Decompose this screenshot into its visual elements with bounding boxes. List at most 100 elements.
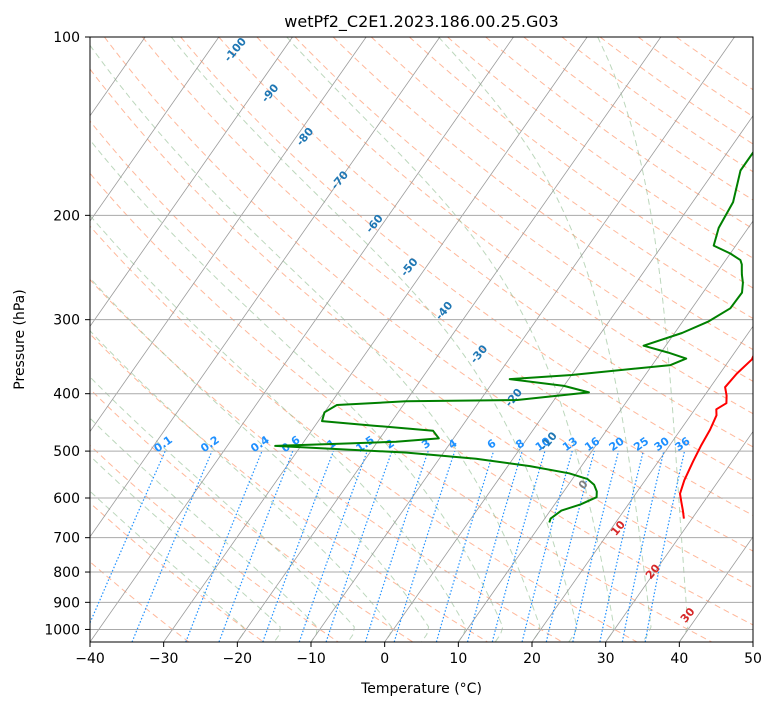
dry-adiabat-line	[90, 225, 638, 642]
dewpoint-profile-line	[274, 150, 753, 523]
y-tick-label: 500	[53, 444, 80, 460]
series-layer	[274, 150, 753, 523]
dry-adiabat-label: -40	[433, 299, 456, 323]
moist-adiabat-line	[90, 376, 355, 642]
mixing-ratio-line	[90, 450, 166, 625]
y-tick-label: 200	[53, 208, 80, 224]
mixing-ratio-label: 8	[513, 437, 527, 452]
x-tick-label: 40	[670, 651, 688, 667]
moist-adiabat-line	[90, 44, 541, 642]
moist-adiabat-line	[90, 330, 392, 642]
mixing-ratio-line	[572, 450, 620, 642]
isotherm-line	[605, 430, 753, 642]
dry-adiabat-line	[294, 37, 753, 382]
mixing-ratio-label: 0.4	[248, 433, 272, 455]
tick-layer: −40 −30 −20 −10 0 10 20 30 40 5010020030040050060…	[44, 30, 762, 667]
dry-adiabat-line	[561, 37, 753, 173]
dry-adiabat-line	[90, 68, 753, 589]
x-tick-label: 50	[744, 651, 762, 667]
mixing-ratio-label: 6	[485, 437, 499, 452]
mixing-ratio-line	[644, 450, 686, 642]
mixing-ratio-line	[364, 450, 429, 642]
mixing-ratio-line	[185, 450, 263, 642]
y-tick-label: 100	[53, 30, 80, 46]
isotherm-line	[752, 641, 753, 642]
x-tick-label: −40	[75, 651, 105, 667]
dry-adiabat-label: -90	[259, 81, 282, 105]
y-tick-label: 300	[53, 313, 80, 329]
dry-adiabat-label: -30	[468, 342, 491, 366]
isotherm-line	[458, 220, 753, 642]
x-tick-label: 0	[380, 651, 389, 667]
dry-adiabat-line	[370, 37, 753, 320]
isotherm-line	[90, 37, 441, 538]
grid-layer	[0, 37, 753, 642]
isotherm-line	[679, 536, 753, 642]
mixing-ratio-line	[262, 450, 334, 642]
dry-adiabat-line	[104, 37, 753, 552]
dry-adiabat-line	[332, 37, 753, 351]
moist-adiabat-line	[90, 214, 467, 642]
dry-adiabat-line	[90, 502, 264, 642]
isotherm-line	[384, 115, 753, 642]
mixing-ratio-line	[393, 450, 456, 642]
dry-adiabat-line	[90, 388, 414, 642]
y-tick-label: 1000	[44, 622, 80, 638]
dry-adiabat-line	[90, 444, 339, 642]
mixing-ratio-line	[466, 450, 523, 642]
dry-adiabat-label: -50	[398, 255, 421, 279]
moist-adiabat-line	[90, 490, 244, 642]
isotherm-line	[90, 37, 220, 222]
y-tick-label: 600	[53, 491, 80, 507]
mixing-ratio-line	[599, 450, 644, 642]
isotherm-line	[90, 37, 293, 327]
dry-adiabat-line	[676, 37, 753, 91]
mixing-ratio-line	[218, 450, 294, 642]
line-label-layer: 0.1 0.2 0.4 0.6 1 1.5 2 3 4 6 8 10 13 16 20 25 30 36-100-…	[151, 35, 697, 626]
isotherm-line	[163, 37, 588, 642]
dry-adiabat-label: -70	[328, 168, 351, 192]
y-tick-label: 700	[53, 531, 80, 547]
plot-frame	[89, 36, 754, 643]
moist-adiabat-line	[597, 37, 689, 642]
mixing-ratio-line	[298, 450, 368, 642]
moist-adiabat-line	[90, 417, 318, 642]
x-tick-label: −30	[149, 651, 179, 667]
moist-adiabat-line	[90, 277, 430, 642]
mixing-ratio-label: 0.1	[151, 433, 174, 455]
y-tick-label: 900	[53, 595, 80, 611]
dry-adiabat-line	[90, 333, 488, 642]
dry-adiabat-line	[447, 37, 753, 259]
dry-adiabat-label: -80	[294, 125, 317, 149]
mixing-ratio-line	[325, 450, 393, 642]
chart-title: wetPf2_C2E1.2023.186.00.25.G03	[284, 12, 558, 32]
dry-adiabat-label: 30	[678, 605, 698, 625]
x-tick-label: −20	[223, 651, 253, 667]
moist-adiabat-line	[170, 37, 578, 642]
isotherm-line	[90, 37, 514, 642]
y-axis-label: Pressure (hPa)	[12, 289, 28, 389]
isotherm-line	[237, 37, 662, 642]
dry-adiabat-label: -100	[221, 35, 249, 65]
y-tick-label: 800	[53, 565, 80, 581]
x-tick-label: 20	[523, 651, 541, 667]
isotherm-line	[0, 37, 72, 642]
mixing-ratio-label: 2	[383, 437, 397, 452]
x-axis-label: Temperature (°C)	[360, 681, 482, 697]
temperature-profile-line	[679, 354, 753, 519]
x-tick-label: 30	[597, 651, 615, 667]
isotherm-line	[310, 37, 735, 642]
mixing-ratio-line	[435, 450, 495, 642]
dry-adiabat-line	[90, 120, 753, 626]
dry-adiabat-line	[256, 37, 753, 415]
mixing-ratio-line	[621, 450, 665, 642]
dry-adiabat-label: -20	[502, 386, 525, 410]
dry-adiabat-line	[90, 561, 190, 642]
mixing-ratio-line	[491, 450, 546, 642]
dry-adiabat-line	[218, 37, 753, 448]
dry-adiabat-label: 10	[608, 518, 628, 538]
moist-adiabat-line	[90, 139, 504, 642]
dry-adiabat-line	[637, 37, 753, 118]
dry-adiabat-line	[523, 37, 753, 201]
